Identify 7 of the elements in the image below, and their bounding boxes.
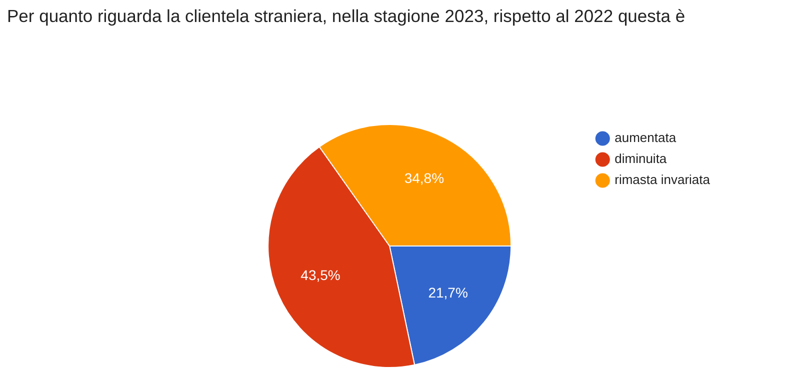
legend-label: rimasta invariata bbox=[614, 172, 711, 188]
legend-label: aumentata bbox=[614, 130, 677, 146]
data-label: 21,7% bbox=[428, 284, 468, 300]
chart-title: Per quanto riguarda la clientela straniera, nella stagione 2023, rispetto al 2022 questa è bbox=[7, 5, 686, 28]
data-label: 34,8% bbox=[404, 170, 444, 186]
legend-label: diminuita bbox=[614, 151, 668, 166]
data-label: 43,5% bbox=[300, 266, 340, 283]
